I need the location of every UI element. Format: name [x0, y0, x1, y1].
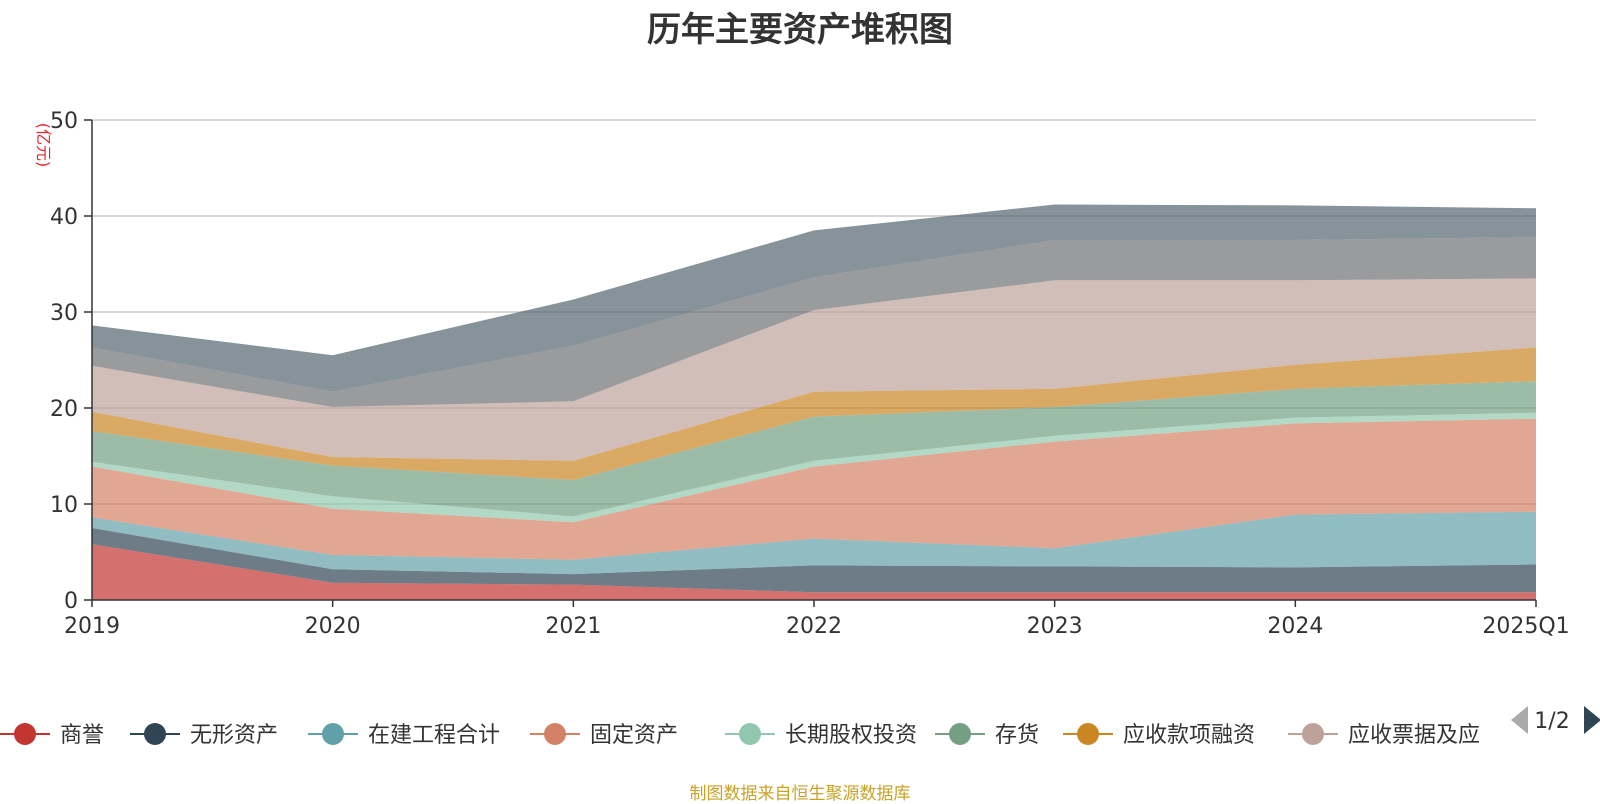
legend-marker-icon [544, 723, 566, 745]
legend-page-indicator: 1/2 [1534, 709, 1569, 734]
legend-marker-icon [1077, 723, 1099, 745]
legend-item[interactable]: 应收款项融资 [1063, 723, 1255, 748]
x-tick-label: 2020 [305, 614, 361, 639]
legend-item[interactable]: 应收票据及应 [1288, 723, 1480, 748]
legend-item[interactable]: 商誉 [0, 723, 104, 748]
area-series-6[interactable] [92, 381, 1536, 517]
legend: 商誉 无形资产 在建工程合计 固定资产 长期股权投资 存货 应收款项融资 应收票据及应 [0, 723, 1480, 748]
area-series-7[interactable] [92, 347, 1536, 481]
area-series-layer [92, 204, 1536, 600]
legend-marker-icon [322, 723, 344, 745]
legend-item[interactable]: 长期股权投资 [725, 723, 917, 748]
legend-prev-page-icon[interactable] [1511, 706, 1528, 734]
legend-item[interactable]: 固定资产 [530, 723, 678, 748]
x-tick-label: 2024 [1267, 614, 1323, 639]
legend-label: 应收票据及应 [1348, 723, 1480, 748]
chart-title: 历年主要资产堆积图 [647, 10, 953, 50]
legend-item[interactable]: 存货 [935, 723, 1039, 748]
x-tick-label: 2019 [64, 614, 120, 639]
legend-label: 无形资产 [190, 723, 278, 748]
x-tick-label: 2023 [1027, 614, 1083, 639]
legend-label: 固定资产 [590, 723, 678, 748]
area-series-9[interactable] [92, 237, 1536, 407]
legend-marker-icon [144, 723, 166, 745]
x-tick-label: 2025Q1 [1482, 614, 1569, 639]
legend-label: 在建工程合计 [368, 723, 500, 748]
y-tick-label: 0 [64, 589, 78, 614]
area-series-4[interactable] [92, 418, 1536, 560]
legend-marker-icon [739, 723, 761, 745]
data-source-note: 制图数据来自恒生聚源数据库 [689, 784, 911, 804]
legend-item[interactable]: 在建工程合计 [308, 723, 500, 748]
legend-item[interactable]: 无形资产 [130, 723, 278, 748]
legend-label: 应收款项融资 [1123, 723, 1255, 748]
area-series-10[interactable] [92, 204, 1536, 392]
axes: 0 10 20 30 40 50 2019 2020 2021 2022 2023 2024 2025Q… [50, 109, 1570, 639]
legend-marker-icon [949, 723, 971, 745]
y-tick-label: 20 [50, 397, 78, 422]
area-series-1[interactable] [92, 544, 1536, 600]
legend-pager: 1/2 [1511, 706, 1600, 734]
legend-label: 存货 [995, 723, 1039, 748]
area-series-2[interactable] [92, 528, 1536, 593]
legend-marker-icon [1302, 723, 1324, 745]
legend-next-page-icon[interactable] [1584, 706, 1600, 734]
legend-marker-icon [14, 723, 36, 745]
y-tick-label: 40 [50, 205, 78, 230]
y-axis-unit-label: (亿元) [34, 123, 53, 168]
area-series-3[interactable] [92, 511, 1536, 575]
area-series-8[interactable] [92, 278, 1536, 461]
x-tick-label: 2022 [786, 614, 842, 639]
y-tick-label: 50 [50, 109, 78, 134]
y-tick-label: 30 [50, 301, 78, 326]
legend-label: 商誉 [60, 723, 104, 748]
x-tick-label: 2021 [545, 614, 601, 639]
y-tick-label: 10 [50, 493, 78, 518]
legend-label: 长期股权投资 [785, 723, 917, 748]
